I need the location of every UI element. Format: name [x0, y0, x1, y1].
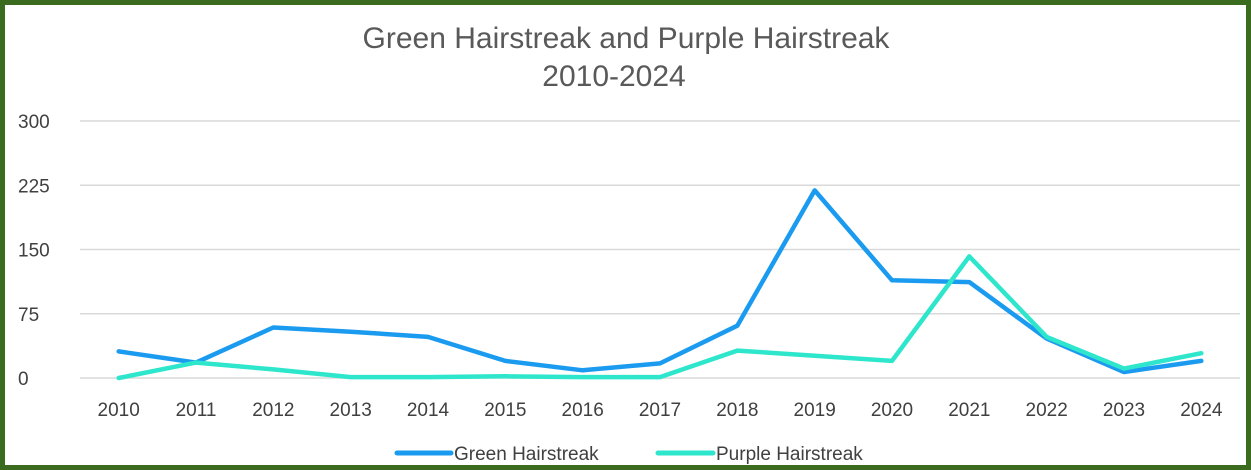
series-line-green-hairstreak: [116, 188, 1204, 375]
x-tick-label: 2014: [407, 400, 450, 421]
x-tick-label: 2012: [252, 400, 294, 421]
x-tick-label: 2018: [716, 400, 758, 421]
gridlines: [80, 120, 1240, 379]
y-tick-label: 225: [18, 176, 50, 197]
x-tick-label: 2024: [1180, 400, 1223, 421]
y-axis-ticks: 0 75 150 225 300: [18, 112, 50, 390]
y-tick-label: 150: [18, 241, 50, 262]
series-line-purple-hairstreak: [116, 254, 1204, 381]
y-tick-label: 0: [18, 369, 29, 390]
x-tick-label: 2015: [484, 400, 526, 421]
x-tick-label: 2023: [1103, 400, 1145, 421]
chart-title-line-2: 2010-2024: [542, 60, 685, 93]
x-tick-label: 2019: [794, 400, 836, 421]
x-tick-label: 2011: [176, 400, 217, 421]
x-tick-label: 2022: [1026, 400, 1068, 421]
x-axis-ticks: 2010 2011 2012 2013 2014 2015 2016 2017 2018 2019…: [98, 400, 1223, 421]
x-tick-label: 2021: [948, 400, 990, 421]
x-tick-label: 2010: [98, 400, 140, 421]
legend: Green Hairstreak Purple Hairstreak: [394, 444, 863, 465]
chart-title: Green Hairstreak and Purple Hairstreak 2…: [363, 22, 891, 93]
x-tick-label: 2017: [639, 400, 681, 421]
x-tick-label: 2016: [562, 400, 604, 421]
x-tick-label: 2020: [871, 400, 913, 421]
legend-label: Purple Hairstreak: [716, 444, 863, 465]
legend-label: Green Hairstreak: [454, 444, 599, 465]
series-lines: [116, 188, 1204, 381]
chart-title-line-1: Green Hairstreak and Purple Hairstreak: [363, 22, 891, 55]
y-tick-label: 300: [18, 112, 50, 133]
y-tick-label: 75: [18, 305, 39, 326]
x-tick-label: 2013: [330, 400, 372, 421]
